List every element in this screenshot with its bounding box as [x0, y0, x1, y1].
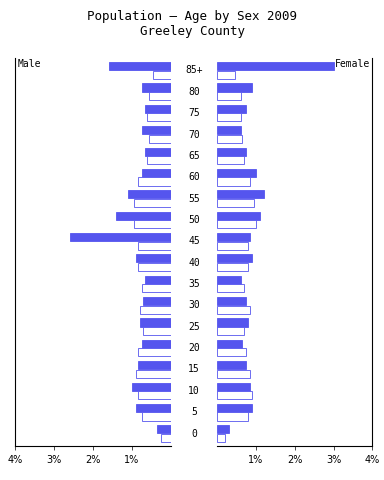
Bar: [70, 233, 170, 241]
Bar: [217, 318, 248, 326]
Bar: [146, 105, 170, 113]
Bar: [161, 434, 170, 442]
Bar: [144, 327, 170, 335]
Bar: [149, 135, 170, 143]
Bar: [146, 276, 170, 284]
Bar: [137, 263, 170, 271]
Bar: [217, 92, 240, 100]
Bar: [217, 147, 246, 156]
Bar: [116, 212, 170, 220]
Bar: [217, 383, 250, 391]
Bar: [136, 404, 170, 412]
Text: 65: 65: [188, 151, 200, 161]
Text: 40: 40: [188, 258, 200, 268]
Bar: [142, 412, 170, 420]
Text: 75: 75: [188, 108, 200, 118]
Bar: [217, 297, 246, 305]
Bar: [147, 113, 170, 121]
Bar: [142, 169, 170, 177]
Bar: [217, 404, 252, 412]
Bar: [217, 391, 252, 399]
Bar: [217, 190, 264, 198]
Bar: [139, 306, 170, 314]
Bar: [142, 126, 170, 134]
Bar: [217, 412, 248, 420]
Bar: [149, 92, 170, 100]
Bar: [147, 156, 170, 164]
Bar: [153, 71, 170, 79]
Bar: [134, 220, 170, 228]
Text: 55: 55: [188, 193, 200, 204]
Bar: [217, 212, 260, 220]
Text: 50: 50: [188, 215, 200, 225]
Bar: [137, 348, 170, 357]
Bar: [217, 126, 240, 134]
Bar: [217, 361, 246, 369]
Bar: [137, 391, 170, 399]
Text: 60: 60: [188, 172, 200, 182]
Bar: [217, 220, 256, 228]
Bar: [217, 306, 250, 314]
Bar: [217, 62, 334, 70]
Text: 80: 80: [188, 87, 200, 97]
Bar: [217, 276, 240, 284]
Bar: [142, 84, 170, 92]
Bar: [217, 340, 242, 348]
Bar: [128, 190, 170, 198]
Bar: [217, 113, 240, 121]
Bar: [217, 199, 254, 207]
Bar: [217, 156, 244, 164]
Bar: [217, 135, 242, 143]
Bar: [146, 147, 170, 156]
Bar: [217, 263, 248, 271]
Bar: [217, 71, 235, 79]
Text: 25: 25: [188, 322, 200, 332]
Bar: [134, 199, 170, 207]
Text: 70: 70: [188, 130, 200, 140]
Bar: [217, 327, 244, 335]
Bar: [144, 297, 170, 305]
Text: Male: Male: [17, 59, 41, 69]
Bar: [217, 425, 229, 433]
Text: Female: Female: [335, 59, 371, 69]
Bar: [217, 241, 248, 250]
Text: 0: 0: [191, 429, 197, 439]
Bar: [217, 169, 256, 177]
Bar: [157, 425, 170, 433]
Bar: [217, 84, 252, 92]
Bar: [137, 361, 170, 369]
Bar: [142, 340, 170, 348]
Text: 10: 10: [188, 386, 200, 396]
Text: 20: 20: [188, 343, 200, 353]
Text: 85+: 85+: [185, 65, 203, 75]
Bar: [136, 254, 170, 263]
Bar: [217, 284, 244, 292]
Bar: [142, 284, 170, 292]
Bar: [217, 233, 250, 241]
Bar: [137, 178, 170, 186]
Text: 35: 35: [188, 279, 200, 289]
Text: 15: 15: [188, 364, 200, 374]
Bar: [217, 105, 246, 113]
Bar: [109, 62, 170, 70]
Text: 30: 30: [188, 300, 200, 311]
Bar: [217, 348, 246, 357]
Bar: [136, 370, 170, 378]
Bar: [217, 254, 252, 263]
Text: 45: 45: [188, 236, 200, 246]
Bar: [217, 370, 250, 378]
Bar: [217, 434, 225, 442]
Text: Population — Age by Sex 2009
Greeley County: Population — Age by Sex 2009 Greeley Cou…: [87, 11, 297, 38]
Bar: [137, 241, 170, 250]
Bar: [217, 178, 250, 186]
Text: 5: 5: [191, 407, 197, 417]
Bar: [139, 318, 170, 326]
Bar: [132, 383, 170, 391]
